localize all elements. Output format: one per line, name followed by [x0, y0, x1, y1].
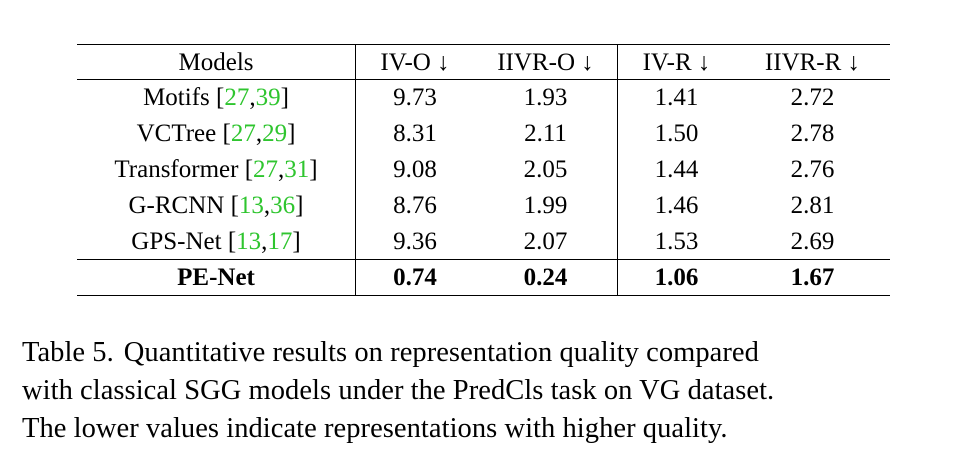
- header-iv-o: IV-O ↓: [355, 44, 474, 80]
- citation-link[interactable]: 36: [270, 192, 296, 219]
- iv-o-cell: 9.36: [355, 223, 474, 260]
- model-name: G-RCNN: [128, 192, 225, 219]
- iv-o-cell: 8.31: [355, 115, 474, 152]
- results-table: Models IV-O ↓ IIVR-O ↓ IV-R ↓ IIVR-R ↓ M…: [77, 44, 890, 296]
- citation-link[interactable]: 29: [262, 120, 288, 147]
- header-iivr-r: IIVR-R ↓: [735, 44, 890, 80]
- model-name: Motifs: [143, 84, 210, 112]
- iv-r-cell: 1.41: [617, 79, 735, 116]
- citation-link[interactable]: 13: [238, 192, 264, 219]
- iivr-o-cell: 1.99: [523, 192, 568, 219]
- caption-line-3: The lower values indicate representation…: [22, 413, 728, 444]
- table-header-row: Models IV-O ↓ IIVR-O ↓ IV-R ↓ IIVR-R ↓: [77, 44, 890, 80]
- header-iv-r: IV-R ↓: [617, 44, 735, 80]
- caption-line-2: with classical SGG models under the Pred…: [22, 375, 775, 406]
- iivr-o-cell: 0.24: [474, 259, 618, 296]
- model-cell: VCTree [27,29]: [136, 120, 296, 147]
- iv-r-cell: 1.50: [617, 115, 735, 152]
- iv-o-cell: 9.73: [355, 79, 474, 116]
- iv-o-cell: 8.76: [355, 187, 474, 224]
- iv-r-cell: 1.06: [617, 259, 735, 296]
- table-row: GPS-Net [13,17] 9.36 2.07 1.53 2.69: [77, 223, 890, 260]
- table-row: Motifs [27,39] 9.73 1.93 1.41 2.72: [77, 79, 890, 116]
- citation-link[interactable]: 31: [284, 156, 310, 183]
- citation-link[interactable]: 27: [224, 84, 250, 112]
- header-models: Models: [77, 44, 356, 80]
- citation-link[interactable]: 13: [236, 227, 262, 255]
- model-name: VCTree: [136, 120, 217, 147]
- iivr-o-cell: 2.05: [523, 156, 568, 183]
- model-name: Transformer: [114, 156, 239, 183]
- caption-text-1: Quantitative results on representation q…: [123, 337, 759, 368]
- iivr-o-cell: 2.07: [523, 227, 568, 255]
- iivr-o-cell: 2.11: [524, 120, 567, 147]
- iivr-r-cell: 2.81: [790, 192, 835, 219]
- iivr-r-cell: 2.72: [790, 84, 835, 112]
- iivr-o-cell: 1.93: [523, 84, 568, 112]
- iivr-r-cell: 2.69: [790, 227, 835, 255]
- citation-link[interactable]: 17: [267, 227, 293, 255]
- model-cell: PE-Net: [77, 259, 356, 296]
- iivr-r-cell: 1.67: [735, 259, 890, 296]
- caption-label: Table 5.: [22, 337, 114, 368]
- iv-o-cell: 0.74: [355, 259, 474, 296]
- table-caption: Table 5. Quantitative results on represen…: [22, 334, 952, 448]
- iivr-r-cell: 2.76: [790, 156, 835, 183]
- table-row-best: PE-Net 0.74 0.24 1.06 1.67: [77, 259, 890, 296]
- iv-o-cell: 9.08: [355, 151, 474, 188]
- iv-r-cell: 1.53: [617, 223, 735, 260]
- model-cell: Motifs [27,39]: [143, 84, 289, 112]
- iv-r-cell: 1.46: [617, 187, 735, 224]
- results-table-container: Models IV-O ↓ IIVR-O ↓ IV-R ↓ IIVR-R ↓ M…: [77, 44, 890, 296]
- model-cell: Transformer [27,31]: [114, 156, 318, 183]
- iivr-r-cell: 2.78: [790, 120, 835, 147]
- iv-r-cell: 1.44: [617, 151, 735, 188]
- table-row: VCTree [27,29] 8.31 2.11 1.50 2.78: [77, 115, 890, 152]
- header-iivr-o: IIVR-O ↓: [474, 44, 618, 80]
- table-row: Transformer [27,31] 9.08 2.05 1.44 2.76: [77, 151, 890, 188]
- table-row: G-RCNN [13,36] 8.76 1.99 1.46 2.81: [77, 187, 890, 224]
- model-cell: GPS-Net [13,17]: [131, 227, 301, 255]
- citation-link[interactable]: 39: [255, 84, 281, 112]
- caption-line-1: Table 5. Quantitative results on represen…: [22, 334, 952, 372]
- model-cell: G-RCNN [13,36]: [128, 192, 304, 219]
- citation-link[interactable]: 27: [253, 156, 279, 183]
- citation-link[interactable]: 27: [230, 120, 256, 147]
- model-name: GPS-Net: [131, 227, 222, 255]
